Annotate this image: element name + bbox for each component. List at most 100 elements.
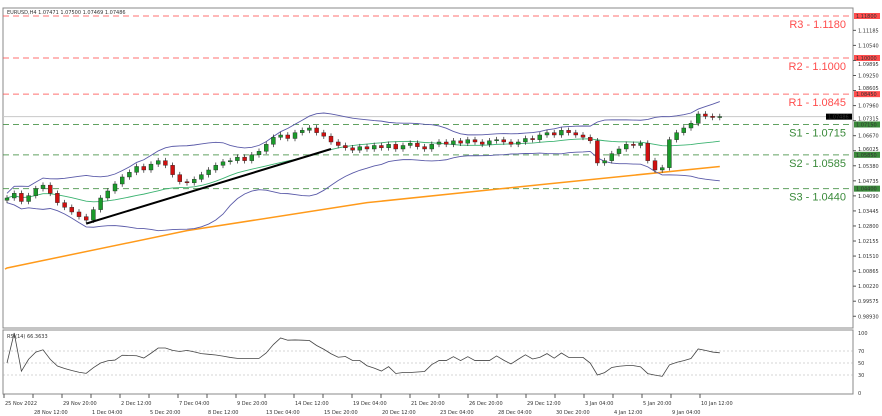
level-price-tag	[854, 13, 880, 19]
candle	[285, 134, 290, 139]
candle	[141, 166, 147, 171]
candle	[292, 132, 298, 139]
candle	[249, 154, 255, 161]
y-tick-label: 1.03445	[858, 209, 879, 215]
candle	[674, 132, 679, 140]
x-tick-label: 29 Nov 20:00	[63, 401, 97, 407]
x-tick-label: 29 Dec 12:00	[527, 401, 561, 407]
candle	[717, 116, 722, 118]
candle	[660, 167, 665, 171]
x-tick-label: 9 Dec 20:00	[237, 401, 267, 407]
candle	[264, 144, 269, 152]
candle	[472, 139, 478, 143]
candle	[494, 139, 499, 142]
candle	[343, 145, 348, 149]
y-tick-label: 1.01510	[858, 254, 879, 260]
candle	[148, 163, 154, 171]
candle	[595, 140, 600, 164]
symbol-info: EURUSD,H4 1.07471 1.07500 1.07469 1.0748…	[7, 10, 126, 16]
candle	[69, 207, 75, 213]
rsi-label: RSI(14) 66.3633	[7, 334, 48, 340]
candle	[314, 127, 319, 133]
candle	[213, 165, 219, 171]
y-tick-label: 0.98930	[858, 314, 879, 320]
candle	[62, 202, 67, 208]
y-tick-label: 1.06670	[858, 134, 879, 140]
x-tick-label: 30 Dec 20:00	[556, 410, 590, 416]
candle	[516, 141, 521, 145]
x-tick-label: 28 Nov 12:00	[34, 410, 68, 416]
level-price-tag-text: 1.05850	[856, 153, 877, 159]
candle	[199, 174, 204, 180]
candle	[26, 195, 31, 202]
rsi-panel	[2, 329, 854, 395]
level-price-tag	[854, 91, 880, 98]
y-tick-label: 1.05380	[858, 164, 879, 170]
x-tick-label: 15 Dec 20:00	[324, 410, 358, 416]
candle	[566, 130, 571, 133]
candle	[710, 116, 715, 118]
candle	[588, 137, 593, 142]
candle	[408, 142, 413, 146]
candle	[98, 197, 103, 210]
x-tick-label: 5 Dec 20:00	[150, 410, 180, 416]
level-price-tag-text: 1.11800	[856, 14, 877, 20]
candle	[191, 179, 197, 184]
candle	[235, 156, 240, 161]
level-price-tag-text: 1.10000	[856, 56, 877, 62]
y-tick-label: 1.10540	[858, 43, 879, 49]
bollinger-lower	[6, 150, 720, 232]
y-tick-label: 1.09895	[858, 62, 879, 68]
candle	[580, 134, 586, 138]
candle	[696, 113, 701, 124]
candle	[4, 197, 10, 201]
candle	[55, 193, 60, 203]
y-tick-label: 1.00220	[858, 284, 879, 290]
candle	[379, 145, 384, 149]
y-tick-label: 1.11185	[858, 28, 879, 34]
candle	[357, 146, 362, 151]
candle	[112, 183, 118, 192]
rsi-tick-label: 50	[858, 361, 864, 367]
candle	[458, 140, 463, 144]
candle	[624, 144, 629, 150]
y-tick-label: 1.07960	[858, 104, 879, 110]
candle	[300, 130, 305, 133]
candle	[105, 190, 111, 199]
x-tick-label: 19 Dec 04:00	[353, 401, 387, 407]
candle	[480, 141, 485, 145]
x-tick-label: 20 Dec 12:00	[382, 410, 416, 416]
rsi-tick-label: 100	[858, 331, 868, 337]
candle	[631, 144, 636, 146]
candle	[609, 153, 614, 161]
x-tick-label: 14 Dec 12:00	[295, 401, 329, 407]
x-tick-label: 10 Jan 12:00	[701, 401, 733, 407]
y-tick-label: 1.04735	[858, 179, 879, 185]
x-tick-label: 25 Nov 2022	[5, 401, 37, 407]
candle	[271, 137, 276, 145]
x-tick-label: 7 Dec 04:00	[179, 401, 209, 407]
candle	[76, 211, 82, 217]
candle	[19, 193, 24, 202]
candle	[645, 142, 650, 161]
rsi-tick-label: 70	[858, 349, 864, 355]
candle	[444, 141, 449, 145]
bollinger-upper	[6, 101, 720, 194]
level-price-tag-text: 1.08450	[856, 92, 877, 98]
candle	[127, 172, 132, 178]
candle	[537, 134, 542, 140]
candle	[508, 141, 514, 145]
candle	[638, 142, 643, 146]
candle	[177, 174, 183, 182]
current-price-tag-text: 1.07486	[828, 115, 849, 121]
candle	[616, 148, 622, 154]
y-tick-label: 1.02155	[858, 239, 879, 245]
candle	[206, 169, 211, 175]
candle	[134, 166, 139, 173]
candle	[372, 145, 377, 150]
candle	[364, 146, 370, 150]
level-price-tag	[854, 54, 880, 61]
candle	[40, 184, 46, 189]
y-tick-label: 1.08605	[858, 86, 879, 92]
